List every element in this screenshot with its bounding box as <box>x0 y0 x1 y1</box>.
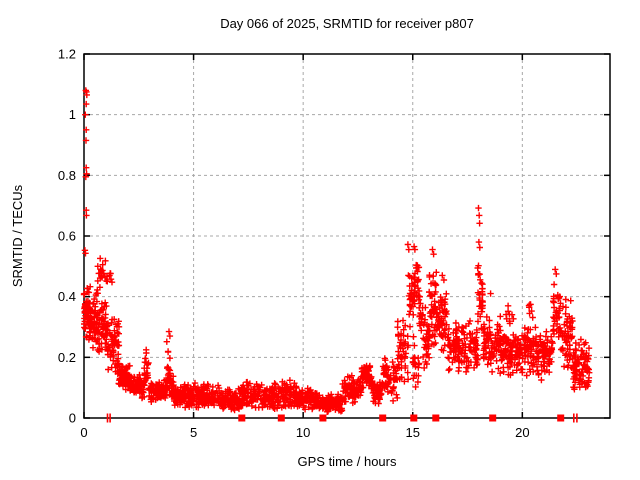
x-tick-label: 20 <box>515 425 529 440</box>
y-tick-label: 1 <box>69 107 76 122</box>
y-tick-label: 0.2 <box>58 350 76 365</box>
zero-line-square-marker <box>432 414 440 422</box>
zero-line-square-marker <box>277 414 285 422</box>
zero-line-bar-marker <box>576 413 578 423</box>
zero-line-square-marker <box>238 414 246 422</box>
zero-line-square-marker <box>319 414 327 422</box>
x-tick-label: 15 <box>406 425 420 440</box>
axis-tick-labels: 0 5 10 15 20 0 0.2 0.4 0.6 0.8 1 1.2 <box>58 47 530 441</box>
y-tick-label: 0 <box>69 411 76 426</box>
scatter-points <box>80 87 593 415</box>
x-tick-label: 10 <box>296 425 310 440</box>
y-tick-label: 0.4 <box>58 289 76 304</box>
zero-line-square-marker <box>379 414 387 422</box>
zero-line-square-marker <box>410 414 418 422</box>
y-axis-label: SRMTID / TECUs <box>10 184 25 287</box>
x-axis-label: GPS time / hours <box>298 454 397 469</box>
x-tick-label: 0 <box>80 425 87 440</box>
y-tick-label: 0.6 <box>58 229 76 244</box>
zero-line-bar-marker <box>109 413 111 423</box>
chart-title: Day 066 of 2025, SRMTID for receiver p80… <box>220 16 474 31</box>
y-tick-label: 1.2 <box>58 47 76 62</box>
zero-line-bar-marker <box>573 413 575 423</box>
zero-line-markers <box>106 413 578 423</box>
zero-line-square-marker <box>489 414 497 422</box>
x-tick-label: 5 <box>190 425 197 440</box>
y-tick-label: 0.8 <box>58 168 76 183</box>
zero-line-bar-marker <box>106 413 109 423</box>
zero-line-square-marker <box>557 414 565 422</box>
